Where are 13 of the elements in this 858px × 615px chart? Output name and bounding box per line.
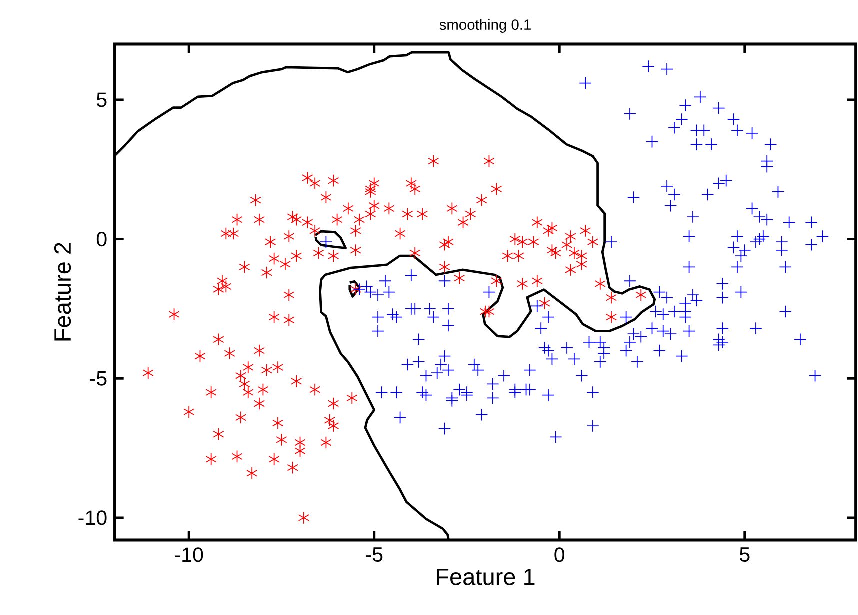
y-tick-label: 5 <box>96 92 107 108</box>
x-tick-label: 0 <box>554 548 565 562</box>
line-series <box>314 230 348 250</box>
x-tick-label: -10 <box>175 548 204 562</box>
x-tick-label: 5 <box>740 548 750 562</box>
y-tick-label: 0 <box>96 232 107 247</box>
chart-title: smoothing 0.1 <box>440 19 531 33</box>
y-tick-label: -10 <box>78 510 107 526</box>
line-series <box>348 280 361 298</box>
y-axis-title: Feature 2 <box>54 243 72 341</box>
y-tick-label: -5 <box>90 371 107 386</box>
x-tick-label: -5 <box>366 548 383 562</box>
x-axis-title: Feature 1 <box>437 568 535 586</box>
